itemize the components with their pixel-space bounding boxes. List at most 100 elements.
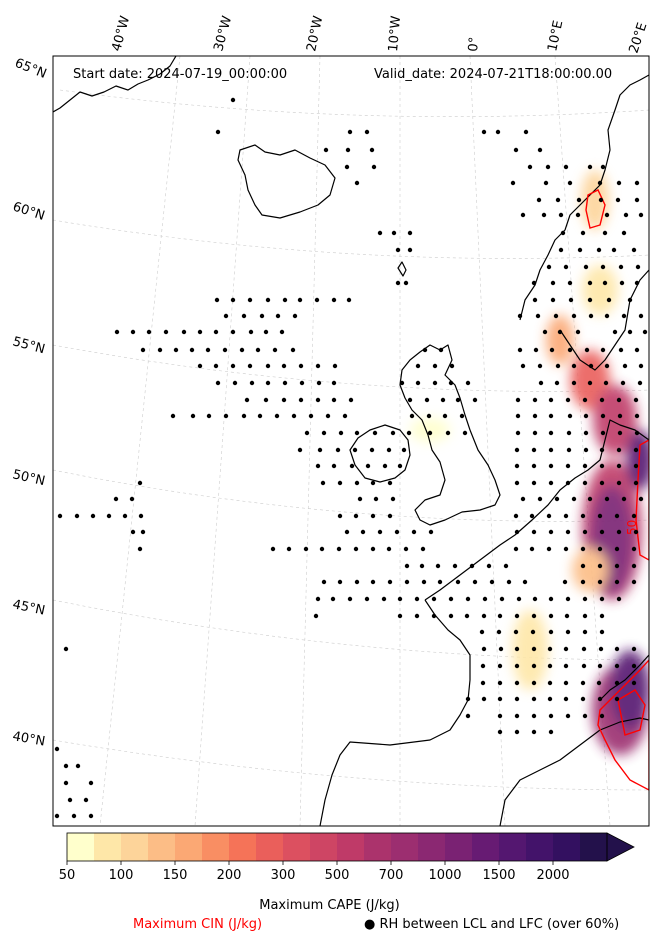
rh-dot (514, 729, 520, 735)
lon-label-20w: 20°W (304, 14, 326, 52)
rh-dot (538, 380, 544, 386)
rh-dot (404, 579, 410, 585)
rh-dot (582, 397, 588, 403)
rh-dot (387, 480, 393, 486)
rh-dot (550, 280, 556, 286)
colorbar-swatch (175, 833, 203, 861)
rh-dot (337, 513, 343, 519)
rh-dot (372, 430, 378, 436)
rh-dot (387, 579, 393, 585)
rh-dot (232, 380, 238, 386)
rh-dot (537, 363, 543, 369)
rh-dot (222, 347, 228, 353)
cin-legend-label: Maximum CIN (J/kg) (133, 917, 263, 932)
rh-legend-label: RH between LCL and LFC (over 60%) (379, 917, 620, 932)
rh-dot (548, 430, 554, 436)
rh-dot (170, 413, 176, 419)
rh-dot (370, 579, 376, 585)
rh-dot (604, 212, 610, 218)
rh-dot (215, 380, 221, 386)
rh-dot (347, 129, 353, 135)
rh-dot (409, 413, 415, 419)
rh-dot (532, 413, 538, 419)
rh-dot (638, 496, 644, 502)
rh-dot (399, 380, 405, 386)
rh-dot (465, 596, 471, 602)
rh-dot (432, 363, 438, 369)
rh-dot (397, 596, 403, 602)
rh-dot (54, 746, 60, 752)
rh-dot (600, 347, 606, 353)
rh-dot (382, 463, 388, 469)
rh-dot (129, 496, 135, 502)
rh-dot (394, 529, 400, 535)
rh-dot (353, 546, 359, 552)
rh-dot (560, 230, 566, 236)
valid-date-label: Valid_date: 2024-07-21T18:00:00.00 (374, 67, 613, 82)
rh-dot (321, 579, 327, 585)
rh-dot (130, 329, 136, 335)
colorbar-swatch (229, 833, 257, 861)
colorbar: 50 100 150 200 300 500 700 1000 1500 2000 (59, 832, 635, 883)
lat-label-45n: 45°N (11, 597, 46, 618)
rh-dot (190, 413, 196, 419)
rh-dot (63, 646, 69, 652)
rh-dot (465, 380, 471, 386)
rh-dot (369, 447, 375, 453)
ireland-coast (349, 424, 411, 483)
rh-dot (426, 413, 432, 419)
rh-dot (140, 347, 146, 353)
rh-dot (582, 463, 588, 469)
rh-dot (63, 780, 69, 786)
rh-dot (600, 413, 606, 419)
rh-dot (497, 729, 503, 735)
rh-dot (265, 297, 271, 303)
rh-dot (137, 546, 143, 552)
rh-dot (354, 430, 360, 436)
rh-dot (514, 613, 520, 619)
rh-dot (563, 264, 569, 270)
rh-dot (332, 363, 338, 369)
rh-dot (321, 430, 327, 436)
colorbar-tick-label: 700 (379, 868, 404, 883)
graticule (53, 56, 649, 826)
rh-dot (635, 264, 641, 270)
rh-dot (313, 613, 319, 619)
rh-dot (633, 463, 639, 469)
rh-dot (532, 297, 538, 303)
rh-dot (395, 247, 401, 253)
rh-dot (531, 696, 537, 702)
rh-dot (550, 297, 556, 303)
rh-dot (514, 447, 520, 453)
rh-dot (634, 430, 640, 436)
rh-dot (513, 513, 519, 519)
rh-legend: ● RH between LCL and LFC (over 60%) (364, 917, 619, 932)
rh-dot (614, 563, 620, 569)
rh-dot (489, 579, 495, 585)
rh-dot (297, 447, 303, 453)
rh-dot (567, 280, 573, 286)
rh-dot (633, 447, 639, 453)
rh-dot (315, 363, 321, 369)
rh-dot (411, 529, 417, 535)
rh-dot (331, 380, 337, 386)
rh-dot (583, 447, 589, 453)
colorbar-tick-label: 150 (163, 868, 188, 883)
rh-dot (520, 496, 526, 502)
colorbar-title: Maximum CAPE (J/kg) (259, 898, 400, 913)
rh-dot (320, 480, 326, 486)
rh-dot (623, 212, 629, 218)
rh-dot (580, 230, 586, 236)
rh-dot (249, 380, 255, 386)
rh-dot (114, 329, 120, 335)
colorbar-tick-label: 50 (59, 868, 76, 883)
rh-dot (514, 480, 520, 486)
rh-dot (315, 463, 321, 469)
colorbar-swatch (283, 833, 311, 861)
rh-dot (74, 513, 80, 519)
rh-dot (554, 496, 560, 502)
rh-dot (248, 329, 254, 335)
rh-dot (370, 513, 376, 519)
rh-dot (286, 546, 292, 552)
rh-dot (510, 180, 516, 186)
